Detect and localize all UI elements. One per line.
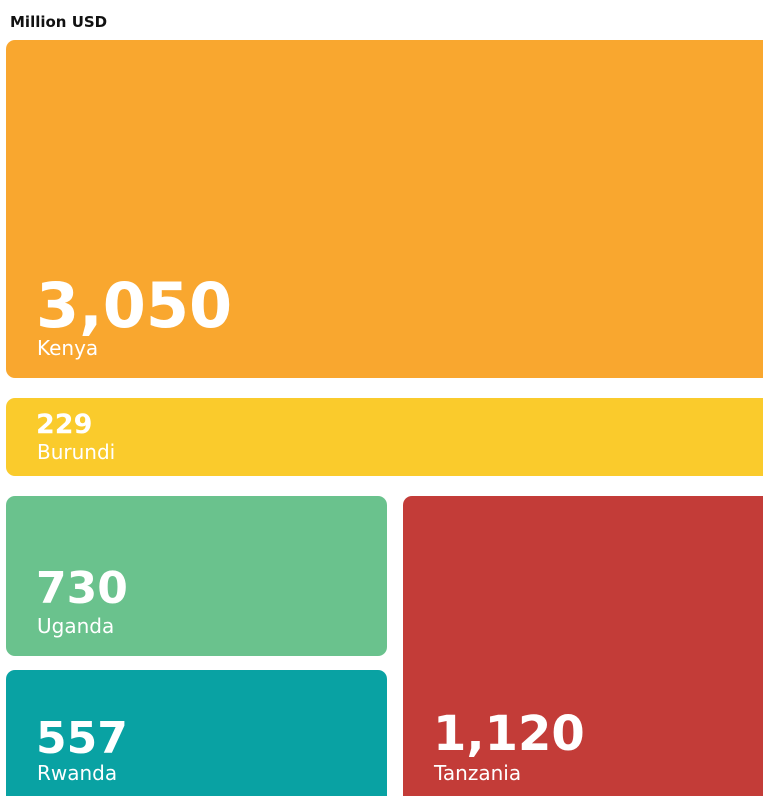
tile [6,496,387,656]
chart-title: Million USD [10,13,107,31]
value-label: 730 [36,563,128,614]
category-label: Rwanda [37,761,117,785]
tile [6,40,763,378]
value-label: 557 [36,713,128,764]
category-label: Burundi [37,440,115,464]
value-label: 3,050 [36,269,232,342]
category-label: Tanzania [433,761,521,785]
value-label: 229 [36,409,92,440]
tile [6,398,763,476]
category-label: Uganda [37,614,114,638]
tile [403,496,763,796]
tile [6,670,387,796]
category-label: Kenya [37,336,98,360]
value-label: 1,120 [433,706,585,762]
